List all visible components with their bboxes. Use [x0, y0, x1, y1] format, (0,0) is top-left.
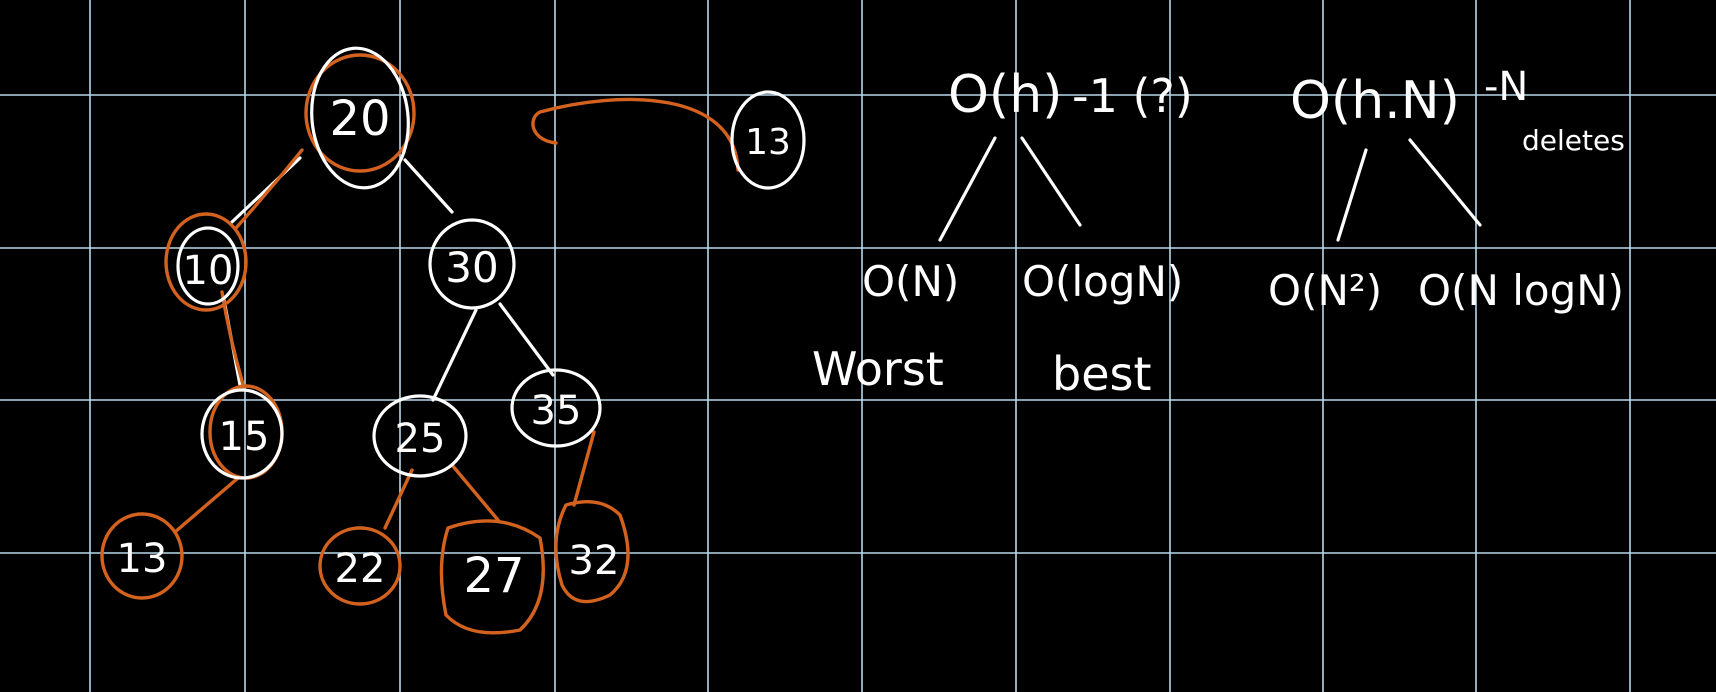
node-13-label: 13 — [117, 536, 168, 582]
node-22: 22 — [318, 526, 402, 606]
complexity-right: O(h.N) -N deletes O(N²) O(N logN) — [1268, 64, 1625, 315]
complexity-left-worst: O(N) — [862, 257, 959, 306]
insert-node-label: 13 — [745, 122, 791, 163]
node-10: 10 — [164, 212, 248, 312]
complexity-right-suffix: -N — [1484, 64, 1528, 110]
complexity-left-branch-2 — [1020, 136, 1082, 227]
node-15-label: 15 — [219, 414, 270, 460]
node-10-label: 10 — [183, 248, 234, 294]
edge-25-22 — [383, 468, 414, 530]
edge-25-27 — [450, 463, 500, 522]
node-32-label: 32 — [569, 538, 620, 584]
node-15: 15 — [200, 384, 284, 480]
node-35-label: 35 — [531, 388, 582, 434]
node-35: 35 — [510, 368, 602, 448]
path-20-10 — [234, 148, 304, 230]
edge-20-30 — [403, 158, 454, 214]
edge-35-32 — [572, 430, 596, 507]
edge-15-13 — [173, 476, 240, 534]
insert-node: 13 — [730, 90, 806, 190]
complexity-left-best: O(logN) — [1022, 257, 1183, 306]
node-25: 25 — [372, 394, 468, 478]
complexity-right-note: deletes — [1522, 124, 1625, 157]
edge-30-35 — [498, 302, 555, 377]
complexity-right-branch-2 — [1408, 138, 1482, 227]
complexity-left-suffix: -1 (?) — [1072, 69, 1193, 123]
tree-edges — [222, 156, 555, 402]
node-27: 27 — [439, 519, 545, 635]
complexity-left-worst-label: Worst — [812, 342, 944, 396]
insert-arrow — [531, 97, 740, 172]
node-30: 30 — [428, 218, 516, 310]
node-32: 32 — [554, 500, 630, 604]
complexity-right-branch-1 — [1336, 148, 1368, 242]
complexity-left-best-label: best — [1052, 347, 1152, 401]
edge-30-25 — [431, 308, 478, 402]
node-20-label: 20 — [329, 91, 390, 147]
complexity-left: O(h) -1 (?) O(N) O(logN) Worst best — [812, 65, 1193, 401]
complexity-left-top: O(h) — [948, 65, 1062, 125]
complexity-right-top: O(h.N) — [1290, 71, 1460, 131]
node-22-label: 22 — [335, 546, 386, 592]
node-30-label: 30 — [445, 243, 498, 292]
path-10-15 — [220, 290, 246, 390]
insertion-path — [173, 97, 740, 534]
node-13: 13 — [100, 512, 184, 600]
complexity-left-branch-1 — [938, 136, 997, 242]
node-20: 20 — [304, 46, 416, 190]
complexity-right-right-leaf: O(N logN) — [1418, 266, 1624, 315]
complexity-right-left-leaf: O(N²) — [1268, 266, 1382, 315]
node-25-label: 25 — [395, 416, 446, 462]
node-27-label: 27 — [463, 548, 524, 604]
